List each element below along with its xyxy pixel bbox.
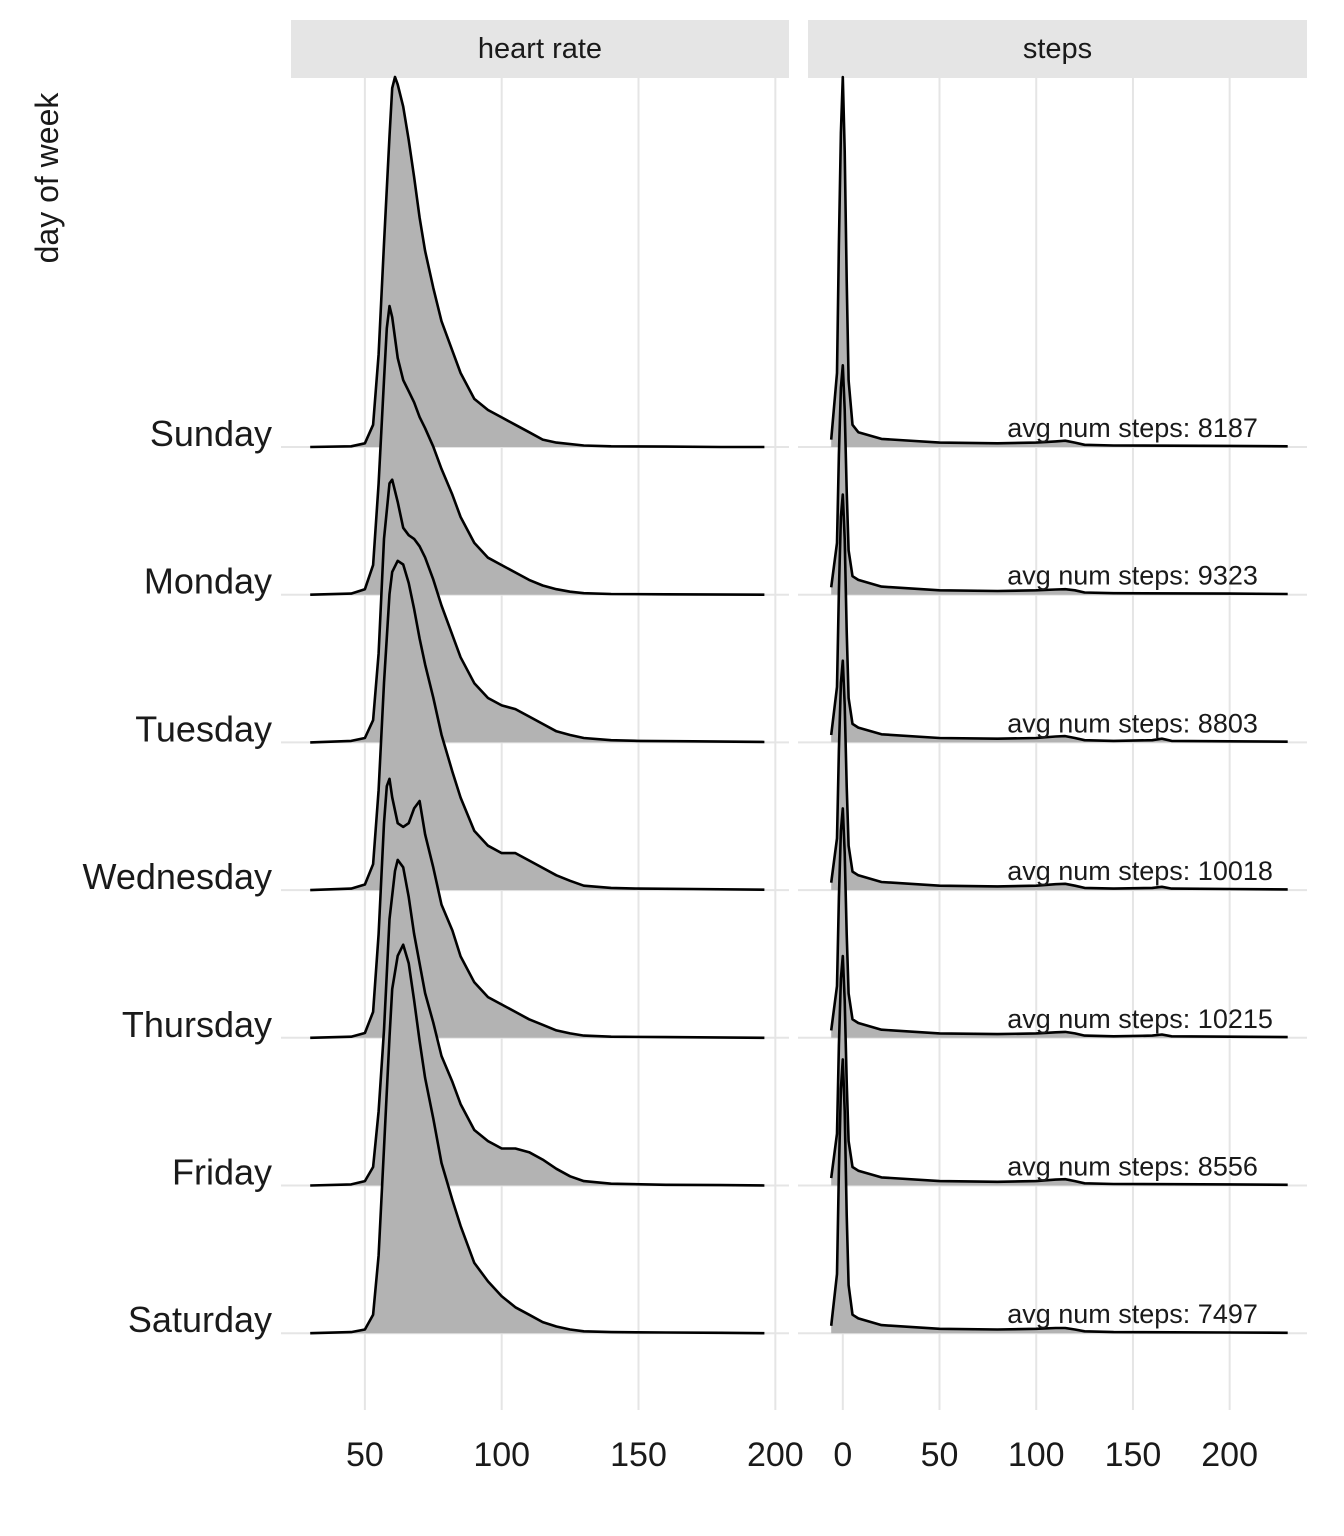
row-label-tuesday: Tuesday	[135, 708, 272, 749]
heart-rate-tick-label-200: 200	[747, 1436, 804, 1474]
heart-rate-ridge-line-thursday	[310, 777, 765, 1040]
steps-ridge-line-wednesday	[829, 659, 1288, 891]
steps-ridge-line-monday	[829, 364, 1288, 596]
heart-rate-ridge-line-monday	[310, 304, 765, 596]
steps-annotation-sunday: avg num steps: 8187	[1007, 413, 1258, 443]
heart-rate-strip	[291, 20, 789, 78]
steps-annotation-tuesday: avg num steps: 8803	[1007, 708, 1258, 738]
steps-annotation-friday: avg num steps: 8556	[1007, 1152, 1258, 1182]
steps-panel: steps 0 50 100 150 200 avg num steps: 8187 avg …	[798, 20, 1307, 1474]
heart-rate-ridge-fill-thursday	[310, 778, 765, 1038]
heart-rate-ridge-fill-monday	[310, 306, 765, 595]
row-label-sunday: Sunday	[150, 413, 272, 454]
steps-ridge-line-tuesday	[829, 493, 1288, 743]
heart-rate-panel: heart rate 50 100 150 200	[281, 20, 804, 1474]
steps-annotation-saturday: avg num steps: 7497	[1007, 1299, 1258, 1329]
panels: heart rate 50 100 150 200 steps 0 50 100 150 200 av…	[281, 20, 1307, 1474]
y-axis-title: day of week	[29, 92, 65, 264]
heart-rate-ridge-line-tuesday	[310, 478, 765, 744]
row-labels: Sunday Monday Tuesday Wednesday Thursday Frid…	[83, 413, 272, 1340]
row-label-saturday: Saturday	[128, 1299, 272, 1340]
heart-rate-tick-label-150: 150	[610, 1436, 667, 1474]
row-label-monday: Monday	[144, 561, 272, 602]
heart-rate-ridge-line-sunday	[310, 75, 765, 449]
row-label-wednesday: Wednesday	[83, 856, 272, 897]
steps-annotation-wednesday: avg num steps: 10018	[1007, 856, 1273, 886]
heart-rate-ridge-line-friday	[310, 858, 765, 1187]
steps-ridge-line-friday	[829, 954, 1288, 1187]
heart-rate-ridge-line-saturday	[310, 943, 765, 1335]
row-label-thursday: Thursday	[122, 1004, 272, 1045]
steps-tick-label-50: 50	[921, 1436, 959, 1474]
heart-rate-ridge-fill-wednesday	[310, 560, 765, 891]
steps-ridge-fill-tuesday	[831, 494, 1288, 743]
steps-tick-label-0: 0	[833, 1436, 852, 1474]
steps-annotation-thursday: avg num steps: 10215	[1007, 1004, 1273, 1034]
steps-annotation-monday: avg num steps: 9323	[1007, 561, 1258, 591]
steps-ridge-fill-sunday	[831, 77, 1288, 447]
heart-rate-ridge-line-wednesday	[310, 559, 765, 892]
steps-tick-label-150: 150	[1105, 1436, 1162, 1474]
heart-rate-ridge-fill-sunday	[310, 77, 765, 447]
heart-rate-ridge-fill-saturday	[310, 944, 765, 1334]
steps-strip	[808, 20, 1307, 78]
steps-tick-label-200: 200	[1201, 1436, 1258, 1474]
steps-ridge-line-thursday	[829, 807, 1288, 1039]
row-label-friday: Friday	[172, 1152, 272, 1193]
heart-rate-strip-title: heart rate	[478, 33, 602, 65]
steps-ridge-line-sunday	[829, 75, 1288, 448]
heart-rate-tick-label-100: 100	[473, 1436, 530, 1474]
steps-ridge-line-saturday	[829, 1058, 1288, 1335]
steps-ridge-fill-saturday	[831, 1059, 1288, 1334]
steps-strip-title: steps	[1023, 33, 1092, 65]
steps-tick-label-100: 100	[1008, 1436, 1065, 1474]
heart-rate-tick-label-50: 50	[346, 1436, 384, 1474]
